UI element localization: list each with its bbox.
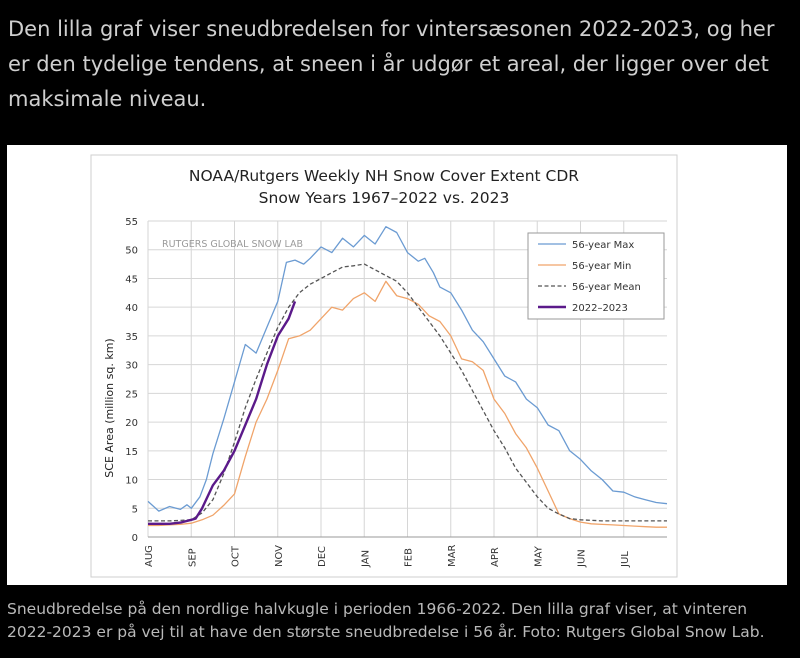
chart-frame (90, 154, 678, 578)
y-tick-label: 20 (125, 418, 138, 429)
y-tick-label: 40 (125, 303, 138, 314)
chart-figure: NOAA/Rutgers Weekly NH Snow Cover Extent… (7, 145, 787, 585)
series-line (148, 300, 297, 525)
intro-text: Den lilla graf viser sneudbredelsen for … (8, 17, 775, 111)
chart-title: NOAA/Rutgers Weekly NH Snow Cover Extent… (189, 167, 579, 185)
y-axis-label: SCE Area (million sq. km) (103, 338, 116, 477)
x-tick-label: DEC (317, 546, 328, 567)
series-line (148, 263, 667, 522)
x-tick-label: SEP (187, 548, 198, 567)
y-tick-label: 30 (125, 361, 138, 372)
x-tick-label: AUG (144, 545, 155, 567)
x-tick-label: MAR (447, 545, 458, 567)
series-line (148, 280, 667, 528)
legend-label: 56-year Min (572, 261, 631, 272)
y-tick-label: 45 (125, 274, 138, 285)
y-tick-label: 50 (125, 246, 138, 257)
y-tick-label: 10 (125, 476, 138, 487)
series-line (147, 226, 668, 512)
x-tick-label: OCT (231, 545, 242, 567)
x-tick-label: APR (490, 547, 501, 567)
x-tick-label: NOV (274, 545, 285, 567)
legend-label: 2022–2023 (572, 303, 628, 314)
y-tick-label: 15 (125, 447, 138, 458)
x-tick-label: JAN (360, 550, 371, 568)
legend-label: 56-year Mean (572, 282, 641, 293)
watermark: RUTGERS GLOBAL SNOW LAB (162, 239, 303, 250)
y-tick-label: 25 (125, 389, 138, 400)
legend-box (527, 232, 665, 320)
x-tick-label: MAY (533, 545, 544, 567)
image-caption: Sneudbredelse på den nordlige halvkugle … (7, 600, 765, 641)
chart-subtitle: Snow Years 1967–2022 vs. 2023 (259, 189, 510, 207)
x-tick-label: JUL (620, 551, 631, 568)
y-tick-label: 5 (132, 504, 138, 515)
x-tick-label: JUN (577, 549, 588, 568)
y-tick-label: 55 (125, 217, 138, 228)
x-tick-label: FEB (404, 548, 415, 567)
snow-cover-chart: NOAA/Rutgers Weekly NH Snow Cover Extent… (90, 154, 678, 578)
legend-label: 56-year Max (572, 240, 634, 251)
y-tick-label: 0 (132, 533, 138, 544)
chart-legend: 56-year Max 56-year Min 56-year Mean 2022–2… (527, 232, 665, 320)
y-tick-label: 35 (125, 332, 138, 343)
